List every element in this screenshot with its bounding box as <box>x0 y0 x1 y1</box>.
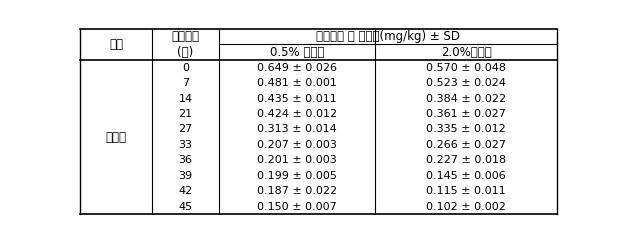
Text: 42: 42 <box>179 186 193 196</box>
Text: 27: 27 <box>179 124 193 134</box>
Text: 14: 14 <box>179 94 193 103</box>
Text: 33: 33 <box>179 140 193 150</box>
Text: 경과일수: 경과일수 <box>172 30 200 43</box>
Text: 21: 21 <box>179 109 193 119</box>
Text: 0.199 ± 0.005: 0.199 ± 0.005 <box>257 171 337 181</box>
Text: 0.207 ± 0.003: 0.207 ± 0.003 <box>257 140 337 150</box>
Text: 0.335 ± 0.012: 0.335 ± 0.012 <box>427 124 506 134</box>
Text: 0.150 ± 0.007: 0.150 ± 0.007 <box>257 202 337 212</box>
Text: 36: 36 <box>179 155 193 165</box>
Text: 토양시료 중 잔류량(mg/kg) ± SD: 토양시료 중 잔류량(mg/kg) ± SD <box>316 30 460 43</box>
Text: 0.313 ± 0.014: 0.313 ± 0.014 <box>257 124 337 134</box>
Text: 39: 39 <box>179 171 193 181</box>
Text: 0: 0 <box>182 63 189 73</box>
Text: 0.201 ± 0.003: 0.201 ± 0.003 <box>257 155 337 165</box>
Text: 2.0%처리구: 2.0%처리구 <box>441 46 492 59</box>
Text: 7: 7 <box>182 78 189 88</box>
Text: 0.145 ± 0.006: 0.145 ± 0.006 <box>427 171 506 181</box>
Text: (일): (일) <box>177 46 193 59</box>
Text: 0.523 ± 0.024: 0.523 ± 0.024 <box>426 78 506 88</box>
Text: 시금치: 시금치 <box>105 131 126 144</box>
Text: 0.102 ± 0.002: 0.102 ± 0.002 <box>427 202 506 212</box>
Text: 0.227 ± 0.018: 0.227 ± 0.018 <box>426 155 507 165</box>
Text: 0.361 ± 0.027: 0.361 ± 0.027 <box>427 109 506 119</box>
Text: 0.5% 처리구: 0.5% 처리구 <box>270 46 324 59</box>
Text: 0.570 ± 0.048: 0.570 ± 0.048 <box>426 63 506 73</box>
Text: 0.187 ± 0.022: 0.187 ± 0.022 <box>257 186 337 196</box>
Text: 0.384 ± 0.022: 0.384 ± 0.022 <box>426 94 507 103</box>
Text: 0.649 ± 0.026: 0.649 ± 0.026 <box>257 63 337 73</box>
Text: 0.435 ± 0.011: 0.435 ± 0.011 <box>257 94 337 103</box>
Text: 0.481 ± 0.001: 0.481 ± 0.001 <box>257 78 337 88</box>
Text: 작물: 작물 <box>109 38 123 51</box>
Text: 0.115 ± 0.011: 0.115 ± 0.011 <box>427 186 506 196</box>
Text: 0.266 ± 0.027: 0.266 ± 0.027 <box>426 140 506 150</box>
Text: 45: 45 <box>179 202 193 212</box>
Text: 0.424 ± 0.012: 0.424 ± 0.012 <box>257 109 337 119</box>
